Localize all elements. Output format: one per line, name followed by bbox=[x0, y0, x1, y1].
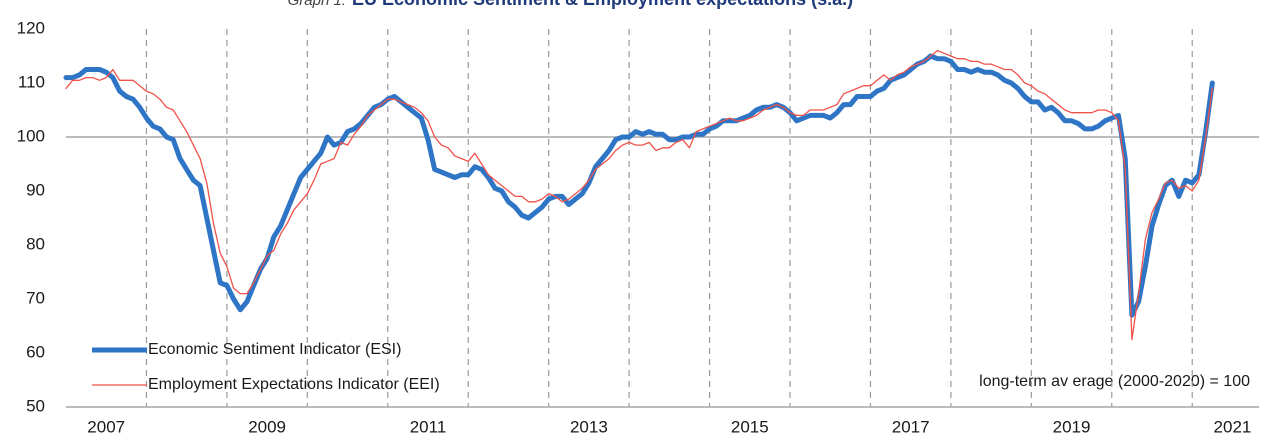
x-tick-label: 2007 bbox=[87, 417, 125, 436]
y-tick-label: 100 bbox=[17, 126, 45, 145]
chart-title: EU Economic Sentiment & Employment expec… bbox=[352, 0, 853, 9]
y-tick-label: 50 bbox=[26, 396, 45, 415]
y-tick-label: 80 bbox=[26, 234, 45, 253]
x-tick-label: 2015 bbox=[731, 417, 769, 436]
x-tick-label: 2013 bbox=[570, 417, 608, 436]
x-tick-label: 2009 bbox=[248, 417, 286, 436]
series-line bbox=[63, 53, 1215, 318]
y-tick-label: 60 bbox=[26, 342, 45, 361]
annotation: long-term av erage (2000-2020) = 100 bbox=[979, 373, 1250, 390]
x-tick-label: 2019 bbox=[1053, 417, 1091, 436]
x-tick-label: 2011 bbox=[410, 417, 447, 436]
y-tick-label: 120 bbox=[17, 18, 45, 37]
chart-title-prefix: Graph 1: bbox=[288, 0, 346, 9]
y-tick-label: 70 bbox=[26, 288, 45, 307]
legend-label: Economic Sentiment Indicator (ESI) bbox=[148, 341, 401, 358]
legend-label: Employment Expectations Indicator (EEI) bbox=[148, 376, 440, 393]
y-tick-label: 90 bbox=[26, 180, 45, 199]
x-tick-label: 2017 bbox=[892, 417, 930, 436]
y-tick-label: 110 bbox=[18, 72, 45, 91]
series-line bbox=[65, 49, 1213, 341]
x-tick-label: 2021 bbox=[1214, 417, 1252, 436]
